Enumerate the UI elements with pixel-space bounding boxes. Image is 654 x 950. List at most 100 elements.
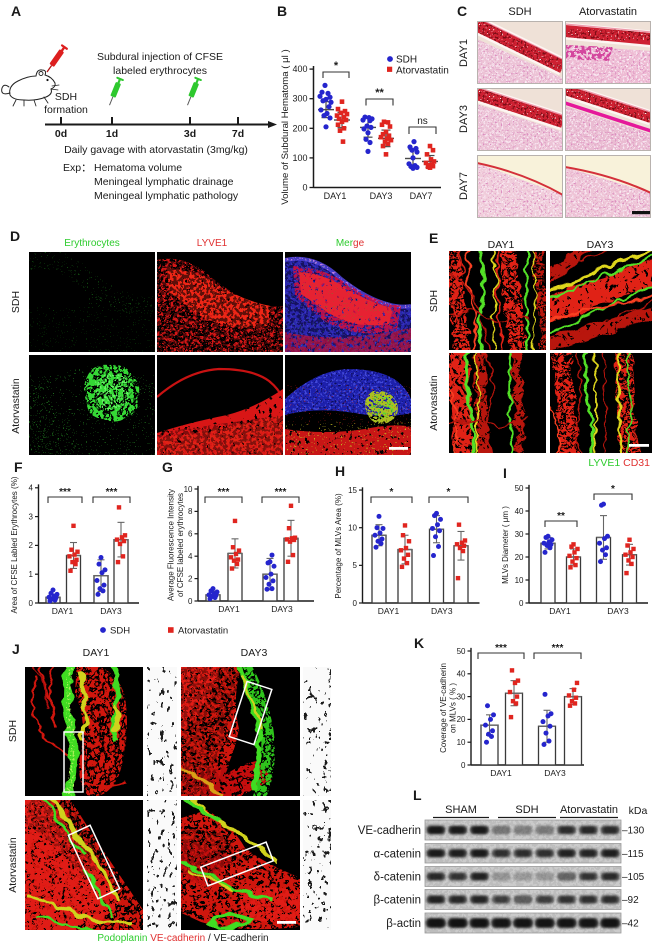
svg-text:SDH: SDH	[110, 626, 130, 637]
svg-text:**: **	[375, 87, 384, 99]
svg-text:Atorvastatin: Atorvastatin	[10, 378, 22, 434]
svg-text:DAY1: DAY1	[52, 606, 74, 616]
svg-text:DAY3: DAY3	[241, 647, 268, 659]
svg-text:SDH: SDH	[396, 55, 417, 66]
svg-text:Meningeal lymphatic pathology: Meningeal lymphatic pathology	[94, 190, 239, 202]
svg-text:10: 10	[348, 524, 357, 533]
svg-text:3d: 3d	[184, 128, 196, 140]
svg-text:4: 4	[188, 552, 193, 561]
svg-text:Coverage of VE-cadherin: Coverage of VE-cadherin	[439, 663, 448, 753]
svg-text:0: 0	[302, 183, 307, 193]
svg-text:0: 0	[519, 599, 524, 608]
svg-text:1: 1	[29, 570, 34, 579]
svg-text:0: 0	[188, 597, 193, 606]
svg-text:ns: ns	[417, 116, 428, 127]
svg-text:2: 2	[29, 541, 34, 550]
svg-text:15: 15	[348, 486, 357, 495]
svg-text:E: E	[429, 230, 438, 246]
svg-text:8: 8	[188, 507, 193, 516]
svg-text:20: 20	[515, 553, 524, 562]
svg-text:Atorvastatin: Atorvastatin	[579, 6, 637, 18]
svg-text:on MLVs ( % ): on MLVs ( % )	[449, 683, 458, 733]
svg-text:SDH: SDH	[7, 720, 19, 742]
svg-text:DAY3: DAY3	[271, 604, 293, 614]
svg-text:5: 5	[353, 561, 358, 570]
svg-text:50: 50	[457, 647, 466, 656]
svg-text:SHAM: SHAM	[445, 804, 477, 816]
svg-text:Atorvastatin: Atorvastatin	[396, 66, 449, 77]
svg-text:D: D	[10, 228, 20, 244]
svg-text:SDH: SDH	[515, 804, 538, 816]
svg-text:400: 400	[292, 64, 307, 74]
svg-text:SDH: SDH	[55, 91, 77, 103]
svg-text:40: 40	[515, 507, 524, 516]
svg-text:10: 10	[184, 485, 193, 494]
svg-text:0: 0	[461, 761, 466, 770]
svg-text:labeled erythrocytes: labeled erythrocytes	[113, 65, 207, 77]
svg-text:Average Fluorescence Intensity: Average Fluorescence Intensity	[167, 489, 176, 601]
svg-text:B: B	[277, 3, 287, 19]
svg-text:***: ***	[106, 487, 118, 498]
svg-text:Atorvastatin: Atorvastatin	[178, 626, 228, 637]
svg-text:10: 10	[515, 576, 524, 585]
svg-text:DAY7: DAY7	[458, 172, 470, 200]
svg-text:C: C	[457, 3, 467, 19]
svg-text:DAY1: DAY1	[490, 768, 512, 778]
svg-text:H: H	[335, 463, 345, 479]
svg-text:Podoplanin VE-cadherin / VE-ca: Podoplanin VE-cadherin / VE-cadherin	[97, 933, 268, 944]
svg-text:formation: formation	[44, 104, 88, 116]
svg-text:–105: –105	[622, 872, 645, 883]
svg-text:Merge: Merge	[336, 238, 365, 249]
svg-text:Area of CFSE Labled Erythrocyt: Area of CFSE Labled Erythrocytes (%)	[10, 476, 19, 613]
svg-text:SDH: SDH	[508, 6, 531, 18]
svg-text:2: 2	[188, 574, 193, 583]
svg-text:0d: 0d	[55, 128, 67, 140]
svg-text:4: 4	[29, 484, 34, 493]
svg-text:DAY3: DAY3	[587, 239, 614, 251]
svg-text:Subdural injection of CFSE: Subdural injection of CFSE	[97, 51, 223, 63]
svg-text:of CFSE labeled erythrocytes: of CFSE labeled erythrocytes	[176, 493, 185, 597]
svg-text:*: *	[611, 484, 615, 495]
svg-text:A: A	[11, 3, 21, 19]
svg-text:LYVE1 CD31: LYVE1 CD31	[588, 457, 650, 469]
svg-text:7d: 7d	[232, 128, 244, 140]
svg-text:30: 30	[457, 692, 466, 701]
svg-text:VE-cadherin: VE-cadherin	[358, 825, 421, 837]
svg-text:MLVs Diameter ( μm ): MLVs Diameter ( μm )	[501, 506, 510, 584]
svg-text:3: 3	[29, 512, 34, 521]
svg-text:DAY1: DAY1	[324, 191, 347, 201]
svg-text:LYVE1: LYVE1	[197, 238, 228, 249]
svg-text:DAY3: DAY3	[544, 768, 566, 778]
svg-text:300: 300	[292, 94, 307, 104]
svg-text:30: 30	[515, 530, 524, 539]
svg-text:6: 6	[188, 530, 193, 539]
svg-text:0: 0	[29, 599, 34, 608]
svg-text:Exp：: Exp：	[63, 162, 92, 174]
svg-text:Percentage of MLVs Area (%): Percentage of MLVs Area (%)	[334, 493, 343, 599]
svg-text:DAY3: DAY3	[431, 606, 453, 616]
svg-text:Volume of Subdural Hematoma (: Volume of Subdural Hematoma ( μl )	[280, 49, 291, 204]
svg-text:F: F	[14, 459, 23, 475]
svg-text:DAY3: DAY3	[100, 606, 122, 616]
svg-text:1d: 1d	[106, 128, 118, 140]
svg-text:*: *	[390, 487, 394, 498]
svg-text:DAY1: DAY1	[549, 606, 571, 616]
svg-text:40: 40	[457, 670, 466, 679]
svg-text:DAY1: DAY1	[378, 606, 400, 616]
svg-text:0: 0	[353, 599, 358, 608]
svg-text:***: ***	[495, 643, 507, 654]
svg-text:DAY3: DAY3	[370, 191, 393, 201]
svg-text:DAY1: DAY1	[83, 647, 110, 659]
svg-text:**: **	[557, 511, 565, 522]
svg-text:***: ***	[275, 487, 287, 498]
svg-text:100: 100	[292, 153, 307, 163]
svg-text:–92: –92	[622, 895, 639, 906]
svg-text:kDa: kDa	[629, 805, 648, 817]
svg-text:DAY7: DAY7	[410, 191, 433, 201]
svg-text:DAY1: DAY1	[218, 604, 240, 614]
svg-text:10: 10	[457, 738, 466, 747]
svg-text:DAY3: DAY3	[607, 606, 629, 616]
svg-text:DAY3: DAY3	[458, 105, 470, 133]
svg-text:Meningeal lymphatic drainage: Meningeal lymphatic drainage	[94, 176, 234, 188]
svg-text:DAY1: DAY1	[458, 39, 470, 67]
